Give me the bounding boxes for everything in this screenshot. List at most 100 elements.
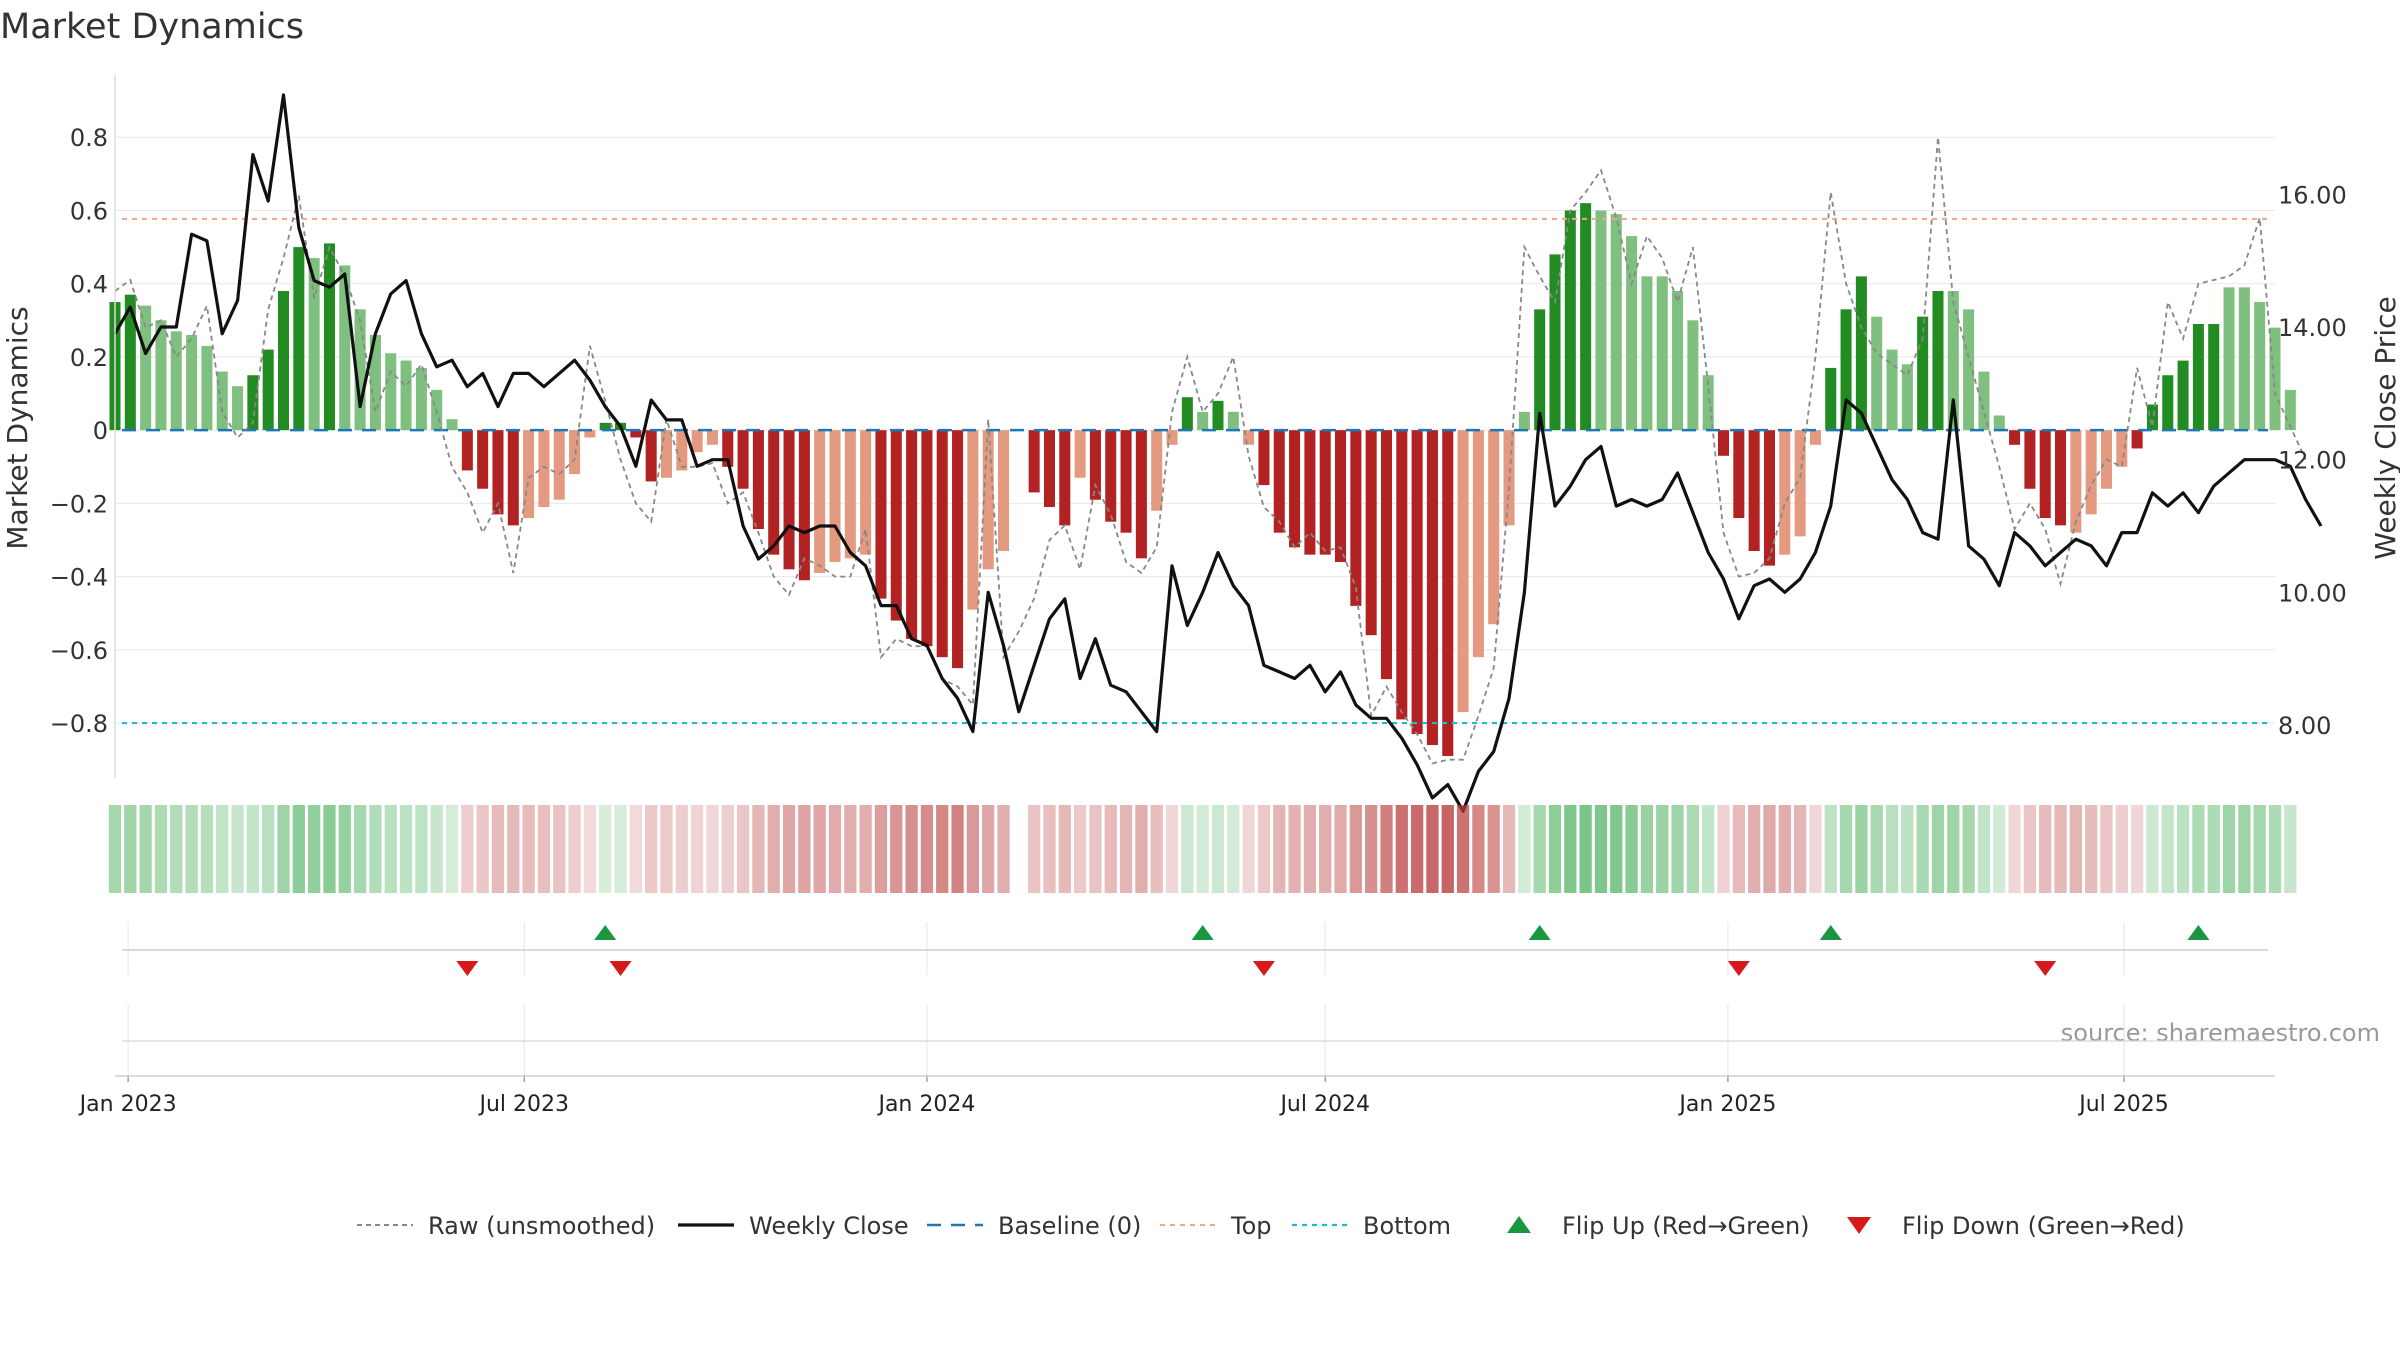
heat-cell	[1165, 805, 1179, 893]
heat-cell	[936, 805, 949, 893]
heat-cell	[736, 805, 750, 893]
legend-label: Flip Down (Green→Red)	[1902, 1212, 2185, 1240]
momentum-bar	[1472, 430, 1484, 658]
momentum-bar	[1028, 430, 1040, 493]
heat-cell	[1456, 805, 1470, 893]
heat-cell	[966, 805, 979, 893]
heat-cell	[1380, 805, 1393, 893]
legend-label: Weekly Close	[749, 1212, 909, 1240]
momentum-bar	[952, 430, 964, 669]
heat-cell	[2238, 805, 2251, 893]
legend-label: Raw (unsmoothed)	[428, 1212, 655, 1240]
heat-cell	[767, 805, 780, 893]
legend-item-close: Weekly Close	[678, 1212, 909, 1240]
momentum-bar	[1580, 203, 1592, 431]
momentum-bar	[247, 375, 259, 431]
momentum-bar	[2254, 302, 2266, 431]
momentum-bar	[2009, 430, 2021, 445]
momentum-bar	[186, 334, 198, 431]
regime-heat-strip	[108, 805, 2297, 893]
heat-cell	[920, 805, 934, 893]
momentum-bar	[1442, 430, 1454, 757]
flip-up-marker	[594, 925, 617, 940]
heat-cell	[369, 805, 382, 893]
heat-cell	[2100, 805, 2113, 893]
heat-cell	[292, 805, 305, 893]
heat-cell	[2284, 805, 2297, 893]
momentum-bar	[1794, 430, 1806, 537]
heat-cell	[782, 805, 796, 893]
heat-cell	[1916, 805, 1929, 893]
momentum-bar	[798, 430, 810, 581]
heat-cell	[1472, 805, 1485, 893]
momentum-bar	[1963, 309, 1975, 431]
flip-up-marker	[1528, 925, 1551, 940]
heat-cell	[1870, 805, 1883, 893]
heat-cell	[844, 805, 857, 893]
momentum-bar	[1518, 411, 1530, 431]
heat-cell	[323, 805, 336, 893]
heat-cell	[154, 805, 168, 893]
heat-cell	[1395, 805, 1408, 893]
heat-cell	[798, 805, 811, 893]
momentum-bar	[1825, 367, 1837, 431]
momentum-bar	[737, 430, 749, 489]
heat-cell	[108, 805, 122, 893]
heat-cell	[706, 805, 719, 893]
momentum-bar	[1043, 430, 1055, 508]
heat-cell	[1947, 805, 1960, 893]
momentum-bar	[415, 367, 427, 431]
momentum-bar	[1855, 276, 1867, 431]
heat-cell	[1196, 805, 1209, 893]
momentum-bar	[1426, 430, 1438, 746]
legend-label: Flip Up (Red→Green)	[1562, 1212, 1810, 1240]
momentum-bar	[1350, 430, 1362, 606]
momentum-bar	[1733, 430, 1745, 519]
momentum-bar	[1365, 430, 1377, 636]
heat-cell	[262, 805, 275, 893]
heat-cell	[1702, 805, 1715, 893]
heat-cell	[1839, 805, 1853, 893]
momentum-bar	[308, 258, 320, 431]
y2-tick-label: 12.00	[2278, 447, 2347, 475]
flip-up-marker	[1819, 925, 1842, 940]
heat-cell	[216, 805, 229, 893]
momentum-bar	[768, 430, 780, 555]
momentum-bar	[1886, 349, 1898, 431]
heat-cell	[1610, 805, 1623, 893]
heat-cell	[1763, 805, 1776, 893]
x-tick-label: Jul 2024	[1278, 1092, 1370, 1117]
momentum-bar	[1059, 430, 1071, 526]
series-lines	[113, 93, 2323, 813]
heat-cell	[1809, 805, 1822, 893]
heat-cell	[384, 805, 397, 893]
heat-cell	[1625, 805, 1638, 893]
momentum-bar	[446, 419, 458, 431]
momentum-bar	[1105, 430, 1117, 522]
legend-item-flip_up: Flip Up (Red→Green)	[1507, 1212, 1810, 1240]
heat-cell	[1135, 805, 1148, 893]
y-tick-label: 0.2	[70, 344, 108, 372]
momentum-bar	[890, 430, 902, 621]
heat-cell	[1104, 805, 1117, 893]
momentum-bar	[1641, 276, 1653, 431]
heat-cell	[1211, 805, 1225, 893]
momentum-bar	[1717, 430, 1730, 456]
momentum-bar	[630, 430, 642, 438]
heat-cell	[415, 805, 428, 893]
heat-cell	[1717, 805, 1730, 893]
heat-cell	[1533, 805, 1546, 893]
momentum-bar	[124, 294, 136, 431]
momentum-bar	[1335, 430, 1347, 562]
y2-axis-label: Weekly Close Price	[2369, 296, 2400, 559]
axes: 0.8 0.6 0.4 0.2 0 −0.2 −0.4 −0.6 −0.8 16.00 14.00 1…	[50, 75, 2347, 1117]
source-note: source: sharemaestro.com	[2061, 1019, 2380, 1047]
heat-cell	[2176, 805, 2190, 893]
heat-cell	[2069, 805, 2082, 893]
heat-cell	[476, 805, 489, 893]
x-tick-label: Jan 2025	[1677, 1092, 1776, 1117]
momentum-bar	[461, 430, 473, 471]
momentum-bar	[1932, 291, 1944, 431]
heat-cell	[951, 805, 964, 893]
momentum-bar	[1610, 214, 1622, 431]
